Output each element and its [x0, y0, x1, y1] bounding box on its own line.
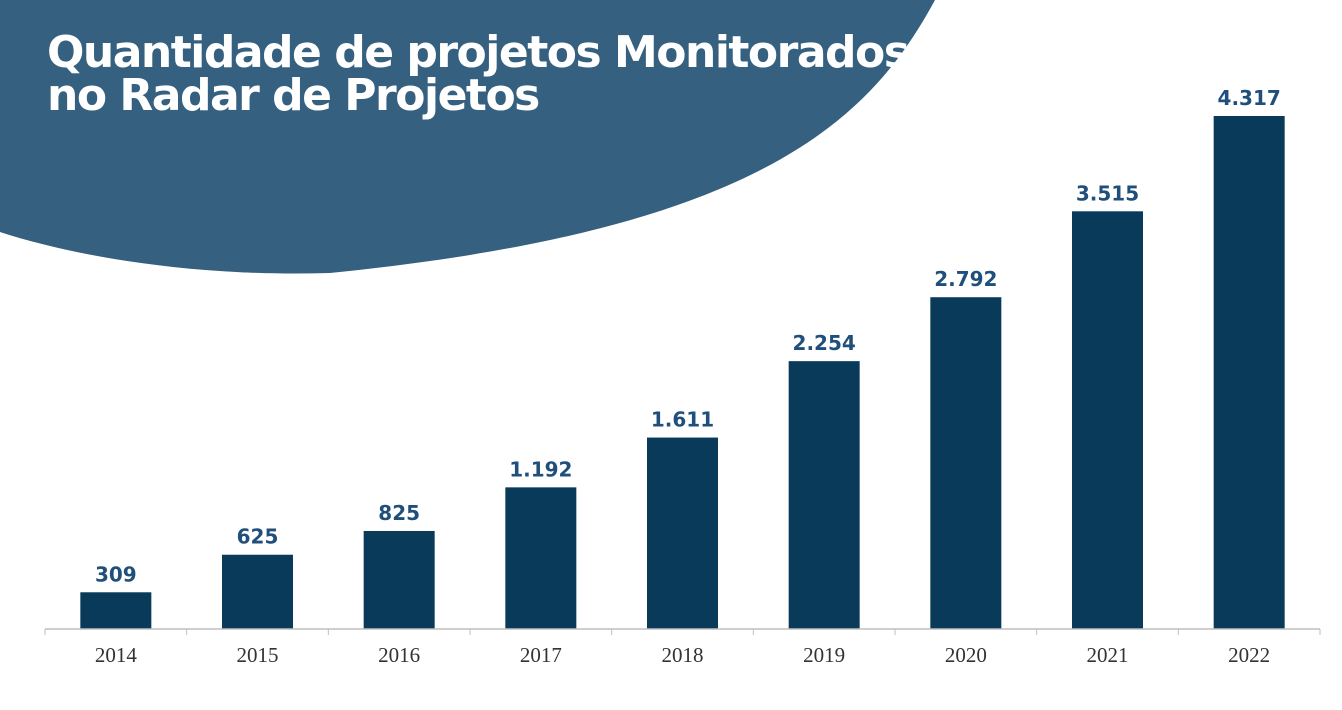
header-background: [0, 0, 935, 274]
tick-label-2022: 2022: [1228, 643, 1270, 667]
bar-2019: [788, 361, 860, 629]
tick-label-2017: 2017: [520, 643, 562, 667]
tick-label-2014: 2014: [95, 643, 138, 667]
bar-series: [80, 116, 1285, 629]
bar-2020: [930, 297, 1002, 629]
tick-label-2016: 2016: [378, 643, 420, 667]
tick-label-2015: 2015: [237, 643, 279, 667]
tick-label-2018: 2018: [662, 643, 704, 667]
chart-title-line-1: Quantidade de projetos Monitorados: [47, 27, 909, 78]
bar-2014: [80, 592, 152, 629]
data-label-2020: 2.792: [934, 267, 997, 291]
data-label-2021: 3.515: [1076, 181, 1139, 205]
data-label-2022: 4.317: [1218, 86, 1281, 110]
bar-2016: [363, 530, 435, 629]
data-labels: 309 625 825 1.192 1.611 2.254 2.792 3.515 4.317: [95, 86, 1281, 586]
data-label-2014: 309: [95, 562, 137, 586]
data-label-2018: 1.611: [651, 408, 714, 432]
chart-title-line-2: no Radar de Projetos: [47, 70, 539, 121]
bar-2021: [1072, 211, 1143, 629]
tick-label-2021: 2021: [1087, 643, 1129, 667]
tick-label-2020: 2020: [945, 643, 987, 667]
tick-label-2019: 2019: [803, 643, 845, 667]
x-axis-tick-labels: 2014 2015 2016 2017 2018 2019 2020 2021 2022: [95, 643, 1270, 667]
bar-2015: [222, 554, 293, 629]
bar-2017: [505, 487, 577, 629]
data-label-2017: 1.192: [509, 457, 572, 481]
bar-2018: [647, 437, 718, 629]
data-label-2016: 825: [378, 501, 420, 525]
bar-2022: [1213, 116, 1285, 629]
x-axis-ticks: [44, 629, 1321, 635]
data-label-2015: 625: [237, 525, 279, 549]
data-label-2019: 2.254: [793, 331, 856, 355]
